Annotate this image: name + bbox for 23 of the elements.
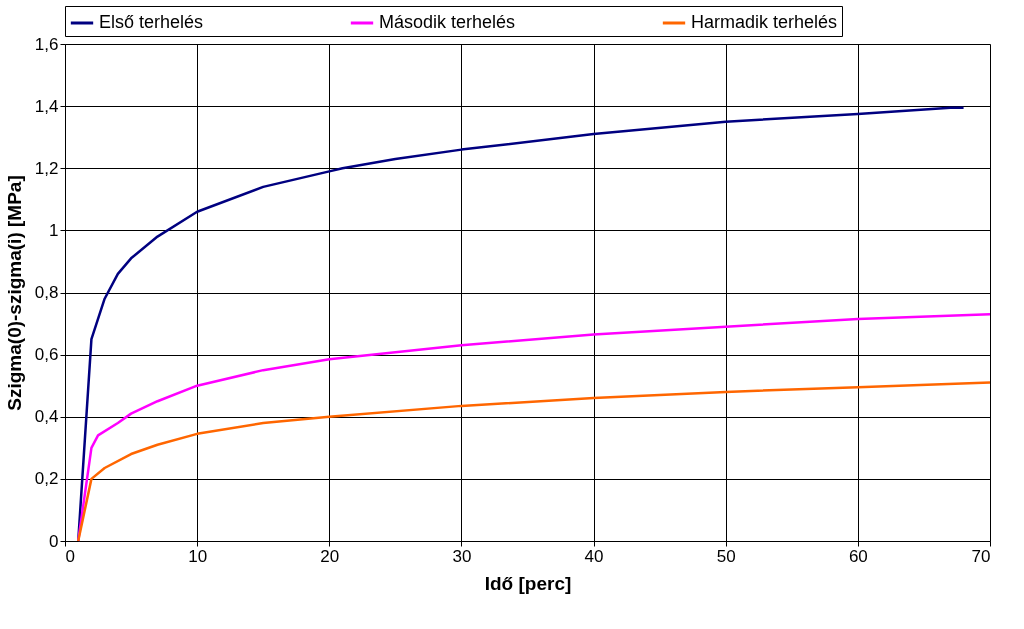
x-axis-title: Idő [perc] [484,572,572,594]
y-tick-label: 0,4 [34,407,59,427]
x-tick-label: 20 [320,546,340,566]
y-tick-label: 0,8 [34,283,59,302]
y-tick-label: 0,2 [34,469,59,489]
x-tick-label: 50 [716,546,736,566]
y-tick-label: 1,2 [34,158,59,178]
x-tick-label: 0 [65,546,75,566]
y-tick-label: 0,6 [34,345,59,365]
y-tick-label: 0 [49,531,59,551]
y-tick-label: 1,6 [34,34,59,54]
y-tick-label: 1 [49,220,59,240]
x-tick-label: 10 [188,546,208,566]
y-axis-title: Szigma(0)-szigma(i) [MPa] [3,175,25,411]
x-tick-label: 40 [584,546,604,566]
x-tick-label: 30 [452,546,472,566]
y-tick-label: 1,4 [34,96,59,116]
line-series [76,381,992,543]
x-tick-label: 60 [848,546,868,566]
legend-label: Harmadik terhelés [691,12,838,32]
legend-label: Első terhelés [99,12,204,32]
x-tick-label: 70 [971,546,991,566]
legend-label: Második terhelés [379,12,516,32]
